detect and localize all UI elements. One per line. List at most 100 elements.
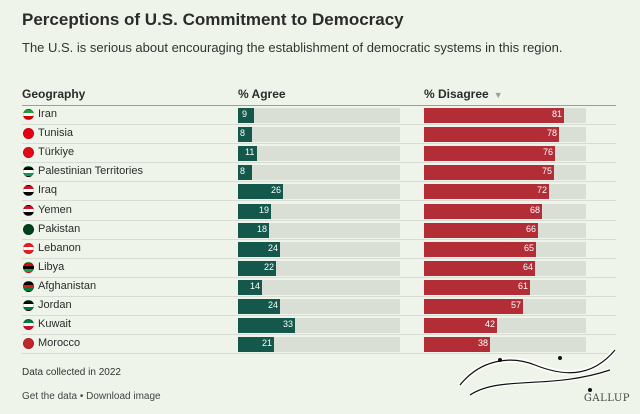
row-divider — [22, 219, 616, 221]
disagree-column-header[interactable]: % Disagree ▼ — [424, 87, 503, 101]
agree-bar[interactable] — [238, 260, 276, 276]
disagree-bar[interactable] — [424, 222, 538, 238]
row-divider — [22, 257, 616, 259]
agree-bar[interactable] — [238, 108, 254, 123]
disagree-bar[interactable] — [424, 299, 523, 314]
row-divider — [22, 124, 616, 125]
country-label: Kuwait — [38, 318, 72, 331]
table-row: Pakistan 18 66 — [0, 221, 640, 240]
agree-column-header[interactable]: % Agree — [238, 87, 286, 101]
disagree-bar[interactable] — [424, 146, 555, 162]
disagree-bar-track: 38 — [424, 337, 586, 353]
row-divider — [22, 353, 616, 355]
agree-value-label: 8 — [240, 128, 246, 139]
agree-bar[interactable] — [238, 222, 269, 238]
disagree-value-label: 57 — [511, 300, 522, 310]
country-label: Pakistan — [38, 222, 81, 235]
table-row: Yemen 19 68 — [0, 202, 640, 221]
agree-bar-track: 26 — [238, 184, 400, 200]
disagree-value-label: 66 — [526, 223, 537, 234]
agree-bar-track: 11 — [238, 146, 400, 162]
agree-value-label: 24 — [268, 300, 279, 310]
agree-bar[interactable] — [238, 165, 252, 181]
agree-bar-track: 8 — [238, 127, 400, 143]
pakistan-flag-icon — [23, 223, 34, 235]
disagree-bar[interactable] — [424, 165, 554, 181]
disagree-bar-track: 81 — [424, 108, 586, 123]
kuwait-flag-icon — [23, 319, 34, 331]
row-divider — [22, 276, 616, 278]
disagree-column-label: % Disagree — [424, 87, 489, 101]
row-divider — [22, 162, 616, 164]
agree-bar[interactable] — [238, 241, 280, 257]
country-label: Palestinian Territories — [38, 165, 143, 178]
agree-bar[interactable] — [238, 203, 271, 219]
table-row: Tunisia 8 78 — [0, 125, 640, 145]
iraq-flag-icon — [23, 185, 34, 197]
agree-value-label: 24 — [268, 242, 279, 253]
agree-bar-track: 33 — [238, 318, 400, 334]
agree-bar[interactable] — [238, 318, 295, 334]
disagree-value-label: 65 — [524, 242, 535, 253]
agree-value-label: 33 — [283, 319, 294, 330]
agree-value-label: 14 — [250, 280, 261, 291]
disagree-bar-track: 76 — [424, 146, 586, 162]
disagree-value-label: 81 — [552, 109, 563, 119]
agree-bar[interactable] — [238, 127, 252, 143]
disagree-bar[interactable] — [424, 108, 564, 123]
disagree-bar-track: 72 — [424, 184, 586, 200]
disagree-bar-track: 42 — [424, 318, 586, 334]
table-row: Iraq 26 72 — [0, 182, 640, 202]
country-label: Yemen — [38, 203, 72, 216]
disagree-bar[interactable] — [424, 184, 549, 200]
disagree-value-label: 78 — [547, 128, 558, 139]
header-divider — [22, 105, 616, 106]
morocco-flag-icon — [23, 338, 34, 350]
disagree-bar-track: 66 — [424, 222, 586, 238]
table-row: Iran 9 81 — [0, 106, 640, 125]
row-divider — [22, 295, 616, 297]
country-label: Afghanistan — [38, 279, 97, 292]
country-label: Morocco — [38, 337, 81, 350]
footer-links[interactable]: Get the data • Download image — [22, 391, 161, 402]
libya-flag-icon — [23, 261, 34, 273]
table-row: Afghanistan 14 61 — [0, 278, 640, 297]
table-row: Türkiye 11 76 — [0, 144, 640, 164]
disagree-value-label: 64 — [523, 261, 534, 272]
yemen-flag-icon — [23, 204, 34, 216]
lebanon-flag-icon — [23, 242, 34, 254]
disagree-bar-track: 65 — [424, 241, 586, 257]
disagree-bar-track: 68 — [424, 203, 586, 219]
table-row: Kuwait 33 42 — [0, 316, 640, 336]
table-row: Jordan 24 57 — [0, 297, 640, 316]
chart-subtitle: The U.S. is serious about encouraging th… — [22, 40, 563, 55]
palestine-flag-icon — [23, 166, 34, 178]
disagree-value-label: 76 — [543, 147, 554, 158]
disagree-bar-track: 61 — [424, 279, 586, 295]
disagree-bar[interactable] — [424, 318, 497, 334]
sort-descending-icon[interactable]: ▼ — [493, 90, 503, 100]
disagree-bar-track: 57 — [424, 299, 586, 314]
agree-bar[interactable] — [238, 184, 283, 200]
disagree-bar[interactable] — [424, 127, 559, 143]
disagree-bar[interactable] — [424, 337, 490, 353]
disagree-bar[interactable] — [424, 241, 536, 257]
table-row: Palestinian Territories 8 75 — [0, 163, 640, 183]
disagree-bar[interactable] — [424, 203, 542, 219]
agree-value-label: 26 — [271, 185, 282, 196]
table-row: Lebanon 24 65 — [0, 240, 640, 259]
gallup-watermark: GALLUP — [583, 393, 630, 404]
agree-bar[interactable] — [238, 299, 280, 314]
agree-bar[interactable] — [238, 146, 257, 162]
chart-title: Perceptions of U.S. Commitment to Democr… — [22, 10, 404, 29]
agree-bar[interactable] — [238, 337, 274, 353]
disagree-bar[interactable] — [424, 279, 530, 295]
turkiye-flag-icon — [23, 147, 34, 159]
agree-bar[interactable] — [238, 279, 262, 295]
row-divider — [22, 143, 616, 145]
agree-bar-track: 24 — [238, 299, 400, 314]
disagree-value-label: 42 — [485, 319, 496, 330]
disagree-value-label: 72 — [537, 185, 548, 196]
disagree-bar[interactable] — [424, 260, 535, 276]
